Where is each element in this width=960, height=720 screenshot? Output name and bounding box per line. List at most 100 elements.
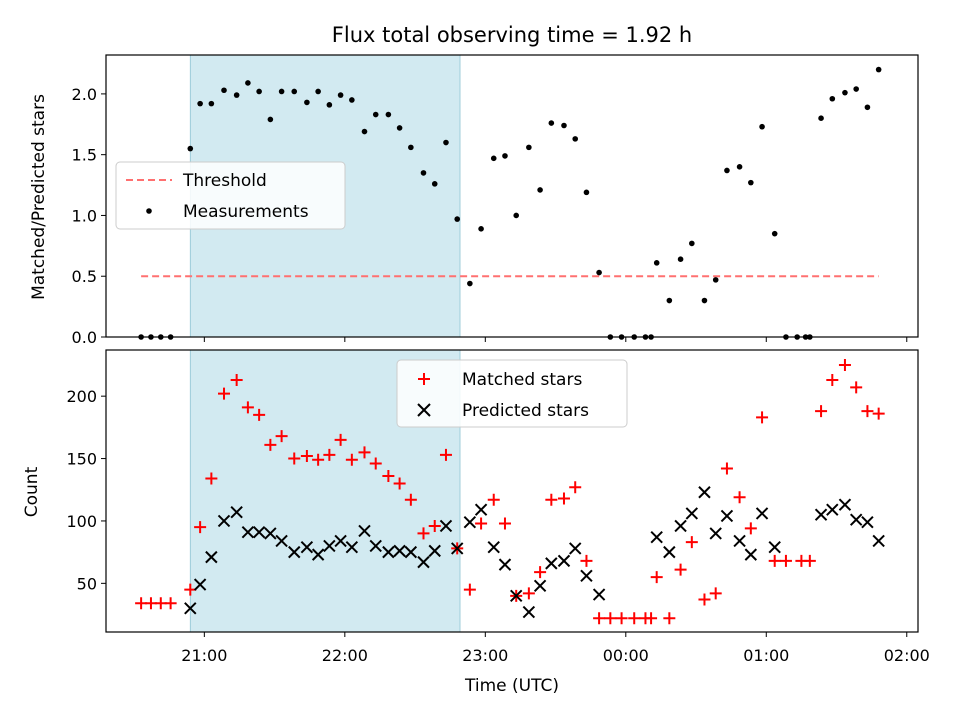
matched-star-point bbox=[300, 450, 313, 463]
matched-star-point bbox=[768, 554, 781, 567]
predicted-star-point bbox=[650, 530, 663, 544]
measurement-point bbox=[526, 144, 532, 151]
counts-legend: Matched stars Predicted stars bbox=[396, 359, 628, 428]
matched-star-point bbox=[218, 387, 231, 400]
matched-star-point bbox=[872, 407, 885, 420]
matched-star-point bbox=[645, 612, 658, 625]
predicted-star-point bbox=[417, 555, 430, 569]
matched-star-point bbox=[164, 597, 177, 610]
measurement-point bbox=[385, 111, 392, 118]
measurement-point bbox=[853, 86, 859, 92]
matched-star-point bbox=[345, 453, 358, 466]
matched-star-point bbox=[334, 433, 347, 446]
matched-star-point bbox=[393, 477, 406, 490]
measurement-point bbox=[443, 139, 449, 146]
y-tick-label: 200 bbox=[66, 387, 97, 406]
predicted-star-point bbox=[428, 544, 441, 558]
measurement-point bbox=[278, 88, 285, 95]
predicted-star-point bbox=[334, 534, 347, 548]
predicted-star-point bbox=[369, 539, 382, 553]
matched-star-point bbox=[663, 612, 676, 625]
measurement-point bbox=[875, 66, 882, 73]
measurement-point bbox=[583, 189, 590, 196]
matched-star-point bbox=[698, 593, 711, 606]
matched-star-point bbox=[685, 536, 698, 549]
measurement-point bbox=[666, 297, 673, 304]
predicted-star-point bbox=[768, 540, 781, 554]
predicted-star-point bbox=[463, 515, 477, 529]
predicted-star-point bbox=[522, 605, 536, 619]
legend-box bbox=[396, 359, 628, 428]
predicted-star-point bbox=[569, 542, 582, 555]
measurement-point bbox=[197, 100, 203, 107]
measurement-point bbox=[561, 122, 567, 129]
matched-star-point bbox=[850, 381, 863, 394]
measurement-point bbox=[513, 212, 520, 219]
matched-star-point bbox=[744, 522, 757, 535]
predicted-star-point bbox=[826, 503, 839, 516]
x-tick-label: 21:00 bbox=[181, 646, 227, 665]
ratio-panel: 0.00.51.01.52.0 Matched/Predicted stars … bbox=[29, 54, 919, 347]
matched-star-point bbox=[604, 612, 617, 625]
predicted-star-point bbox=[755, 507, 769, 520]
measurement-point bbox=[537, 187, 543, 193]
matched-star-point bbox=[709, 587, 722, 600]
predicted-star-point bbox=[709, 527, 722, 540]
measurement-point bbox=[349, 97, 355, 103]
legend-predicted-swatch bbox=[417, 403, 431, 417]
x-tick-label: 23:00 bbox=[462, 646, 508, 665]
measurement-point bbox=[431, 181, 438, 187]
matched-star-point bbox=[323, 448, 336, 461]
ratio-axes-frame bbox=[105, 54, 919, 338]
matched-star-point bbox=[288, 452, 301, 465]
predicted-star-point bbox=[439, 519, 453, 533]
matched-star-point bbox=[417, 527, 430, 540]
matched-star-point bbox=[628, 612, 641, 625]
measurement-point bbox=[408, 144, 414, 151]
matched-star-point bbox=[756, 411, 769, 424]
matched-star-point bbox=[253, 408, 266, 421]
predicted-star-point bbox=[872, 534, 885, 548]
matched-star-point bbox=[487, 493, 500, 506]
measurement-point bbox=[361, 128, 368, 135]
predicted-star-point bbox=[205, 550, 218, 564]
measurement-point bbox=[842, 89, 848, 96]
measurement-point bbox=[689, 240, 695, 247]
measurement-point bbox=[337, 92, 344, 98]
predicted-star-point bbox=[404, 545, 418, 559]
measurement-point bbox=[187, 145, 194, 152]
predicted-star-point bbox=[487, 540, 500, 554]
matched-star-point bbox=[557, 492, 570, 505]
measurement-point bbox=[548, 120, 555, 126]
measurement-point bbox=[502, 153, 508, 159]
measurement-point bbox=[454, 216, 461, 222]
matched-star-point bbox=[264, 438, 277, 451]
x-tick-label: 02:00 bbox=[884, 646, 930, 665]
predicted-star-point bbox=[674, 519, 687, 533]
matched-star-point bbox=[720, 462, 733, 475]
measurement-point bbox=[701, 297, 708, 304]
measurement-point bbox=[221, 87, 227, 94]
x-tick-label: 01:00 bbox=[743, 646, 789, 665]
legend-matched-label: Matched stars bbox=[462, 370, 582, 390]
predicted-star-point bbox=[733, 534, 746, 548]
predicted-star-point bbox=[230, 506, 243, 519]
predicted-star-point bbox=[685, 507, 699, 520]
measurement-point bbox=[396, 125, 403, 131]
matched-star-point bbox=[650, 571, 663, 584]
predicted-star-point bbox=[720, 509, 734, 523]
predicted-star-point bbox=[744, 548, 758, 561]
measurement-point bbox=[490, 155, 497, 162]
matched-star-point bbox=[593, 612, 606, 625]
predicted-star-point bbox=[288, 545, 301, 559]
measurement-point bbox=[759, 123, 765, 130]
y-tick-label: 50 bbox=[77, 574, 97, 593]
measurement-point bbox=[748, 179, 754, 186]
matched-star-point bbox=[475, 517, 488, 530]
y-tick-label: 1.5 bbox=[72, 146, 97, 165]
predicted-star-point bbox=[393, 544, 406, 558]
matched-star-point bbox=[534, 566, 547, 579]
chart-title: Flux total observing time = 1.92 h bbox=[332, 23, 692, 47]
matched-star-point bbox=[826, 373, 839, 386]
